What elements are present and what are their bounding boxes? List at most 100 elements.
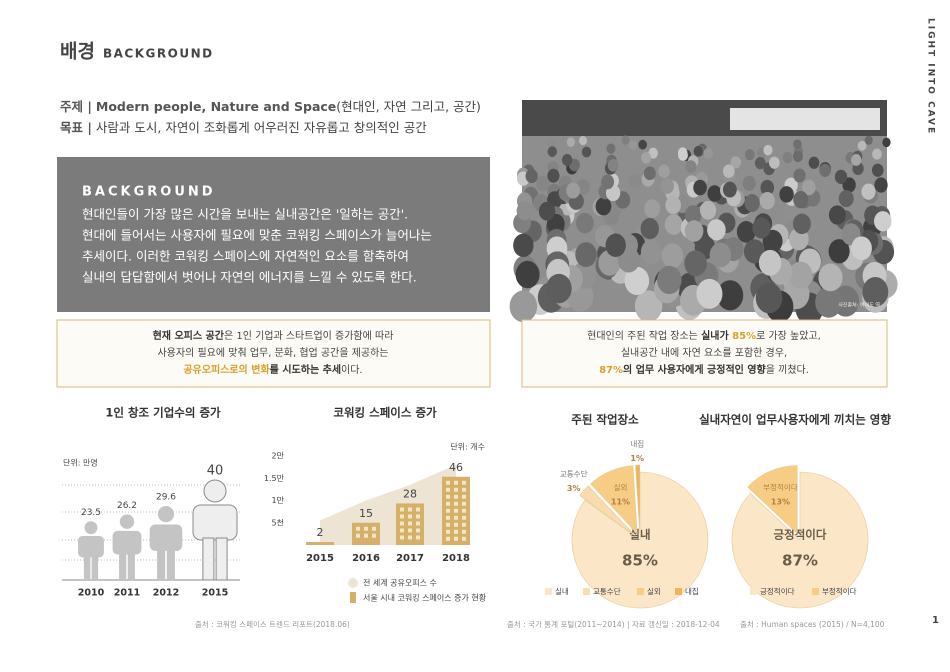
window [446, 487, 450, 492]
window [408, 521, 412, 526]
legend-label: 교통수단 [593, 586, 621, 596]
legend-swatch [545, 588, 552, 595]
photo-caption: 사진출처: 여의도 역 [838, 302, 880, 309]
callout-strong: 를 시도하는 추세 [270, 363, 341, 376]
photo-figure [546, 273, 572, 304]
pie-slice [571, 471, 709, 609]
window [400, 535, 404, 540]
person-leg [166, 548, 175, 580]
photo-figure [758, 249, 782, 276]
photo-figure [536, 176, 550, 192]
callout-text: 을 끼쳤다. [766, 364, 809, 376]
unit-label: 단위: 만명 [63, 458, 98, 468]
window [446, 501, 450, 506]
photo-figure [516, 201, 534, 221]
photo-figure [744, 194, 760, 212]
legend-label: 서울 시내 코워킹 스페이스 증가 현황 [363, 593, 487, 603]
x-tick-label: 2012 [153, 588, 179, 599]
callout-accent: 87% [599, 365, 623, 376]
photo-figure [759, 192, 775, 210]
photo-figure [658, 164, 670, 178]
photo-figure [707, 219, 726, 241]
value-label: 46 [449, 461, 463, 474]
x-tick-label: 2015 [306, 553, 334, 564]
photo-sign [730, 108, 880, 130]
window [364, 526, 368, 531]
photo-figure [513, 233, 534, 258]
photo-figure [684, 205, 702, 225]
legend-swatch [812, 588, 819, 595]
x-tick-label: 2010 [78, 588, 105, 599]
person-leg [215, 537, 228, 581]
window [446, 508, 450, 513]
window [408, 514, 412, 519]
x-tick-label: 2018 [442, 553, 470, 564]
photo-figure [575, 242, 597, 267]
photo-figure [566, 137, 575, 147]
background-line: 현대에 들어서는 사용자에 필요에 맞춘 코워킹 스페이스가 늘어나는 [82, 228, 432, 243]
photo-figure [699, 200, 717, 220]
background-box [57, 157, 490, 312]
photo-figure [874, 211, 892, 232]
window [364, 533, 368, 538]
intro-label: 주제 | [60, 99, 92, 114]
y-tick-label: 1.5만 [264, 474, 285, 483]
window [454, 529, 458, 534]
photo-figure [851, 153, 862, 166]
photo-figure [538, 201, 556, 221]
person-head [119, 514, 135, 529]
photo-figure [566, 182, 581, 199]
photo-figure [838, 190, 854, 208]
photo-figure [641, 152, 652, 164]
photo-figure [834, 169, 848, 184]
y-tick-label: 1만 [272, 496, 285, 505]
pie-slice [731, 471, 869, 609]
value-label: 29.6 [156, 493, 176, 503]
person [78, 521, 104, 580]
background-line: 추세이다. 이러한 코워킹 스페이스에 자연적인 요소를 함축하여 [82, 249, 409, 264]
callout-text: 실내공간 내에 자연 요소를 포함한 경우, [621, 346, 787, 359]
window [356, 526, 360, 531]
photo-figure [640, 239, 663, 265]
window [454, 501, 458, 506]
window [400, 507, 404, 512]
photo-figure [515, 260, 540, 289]
value-label: 40 [207, 464, 224, 479]
callout-text: 현대인의 주된 작업 장소는 [587, 329, 701, 342]
page-subtitle: BACKGROUND [103, 47, 214, 61]
photo-figure [818, 263, 843, 292]
pie-slice [579, 485, 635, 536]
background-heading: BACKGROUND [82, 185, 216, 200]
photo-figure [607, 158, 619, 172]
photo-figure [788, 261, 813, 290]
photo-figure [684, 220, 704, 242]
legend-swatch [583, 588, 590, 595]
photo-figure [716, 280, 744, 311]
value-label: 28 [403, 487, 417, 500]
photo-figure [547, 168, 560, 183]
callout-strong: 실내가 [701, 329, 732, 342]
photo-figure [871, 163, 884, 177]
photo-figure [547, 138, 557, 149]
unit-label: 단위: 개수 [450, 442, 485, 452]
x-tick-label: 2017 [396, 553, 424, 564]
photo-figure [606, 143, 616, 154]
photo-figure [684, 250, 707, 277]
window [462, 515, 466, 520]
photo-figure [660, 178, 674, 194]
chart-title: 1인 창조 기업수의 증가 [105, 406, 221, 420]
photo-figure [638, 139, 647, 150]
intro-text: 사람과 도시, 자연이 조화롭게 어우러진 자유롭고 창의적인 공간 [96, 120, 427, 135]
photo-figure [621, 135, 630, 145]
pie-value-label: 3% [567, 484, 581, 493]
x-tick-label: 2015 [202, 588, 228, 599]
chart-title: 코워킹 스페이스 증가 [333, 406, 437, 420]
callout-box [56, 319, 491, 388]
photo-figure [851, 236, 872, 261]
pie-slice [590, 465, 638, 535]
photo-figure [657, 265, 682, 295]
window [446, 480, 450, 485]
person-leg [119, 552, 127, 580]
window [400, 521, 404, 526]
window [446, 529, 450, 534]
